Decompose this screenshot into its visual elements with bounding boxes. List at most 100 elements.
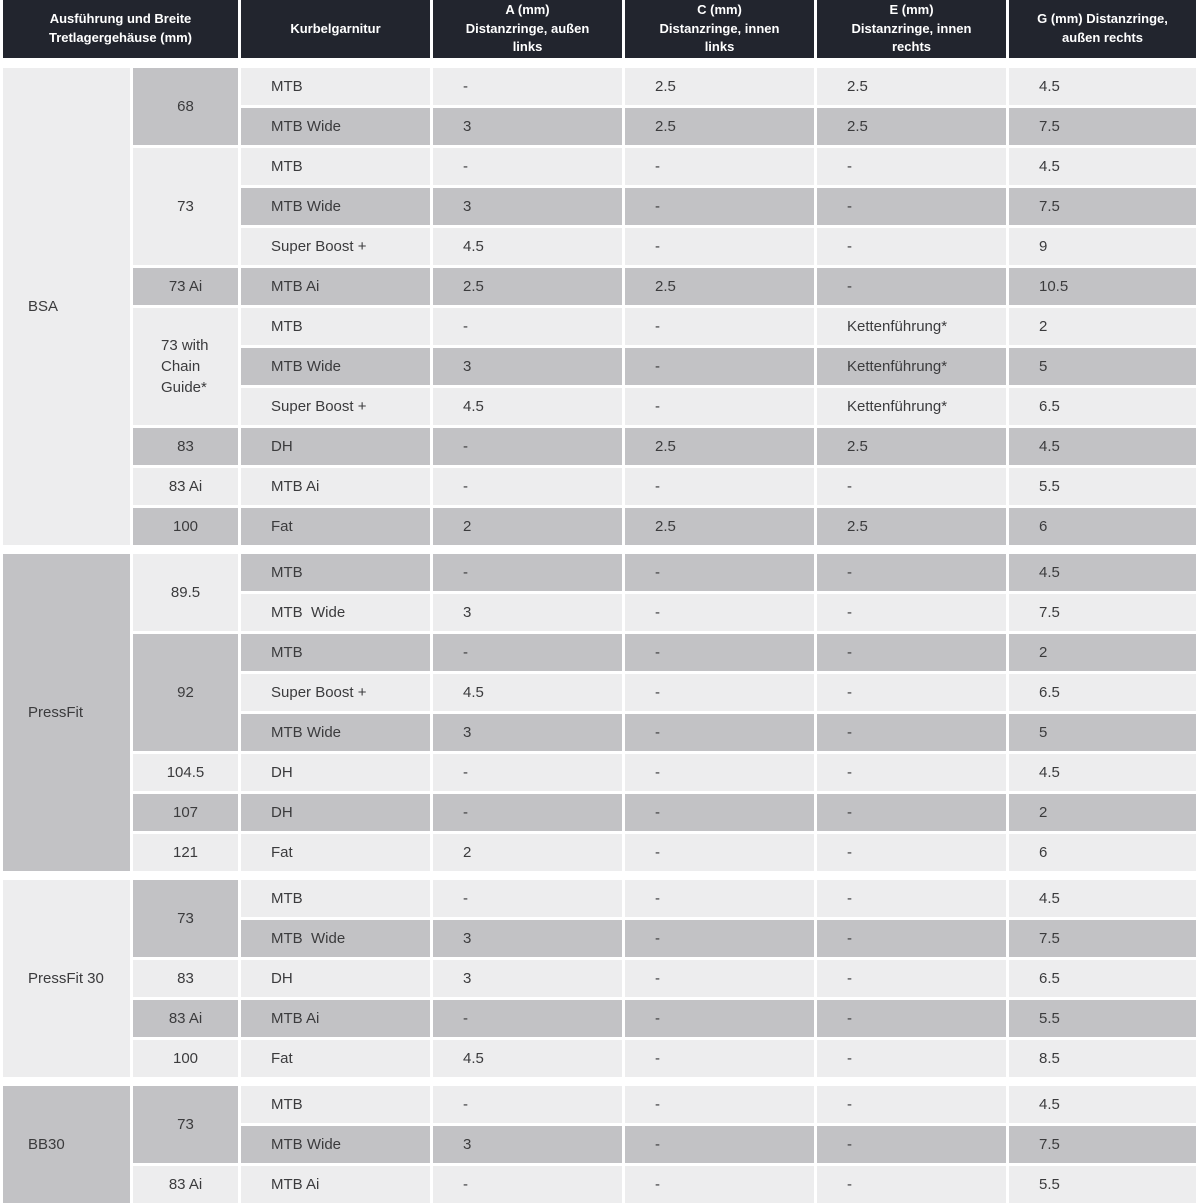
value-g: 6.5 <box>1009 674 1196 711</box>
value-a: - <box>433 1166 622 1203</box>
group-label: PressFit <box>3 554 130 871</box>
width-cell: 73 <box>133 880 238 957</box>
value-e: 2.5 <box>817 108 1006 145</box>
value-g: 7.5 <box>1009 920 1196 957</box>
crank-cell: MTB Wide <box>241 1126 430 1163</box>
value-a: 3 <box>433 108 622 145</box>
value-a: 4.5 <box>433 674 622 711</box>
value-e: - <box>817 634 1006 671</box>
value-c: - <box>625 794 814 831</box>
value-c: - <box>625 388 814 425</box>
value-e: Kettenführung* <box>817 348 1006 385</box>
value-e: - <box>817 920 1006 957</box>
crank-cell: MTB Wide <box>241 920 430 957</box>
value-a: 2.5 <box>433 268 622 305</box>
section-bb30: BB30 73 MTB - - -4.5 MTB Wide 3- -7.5 83 Ai MTB Ai… <box>3 1086 1200 1203</box>
header-spacer-c: C (mm) Distanzringe, innen links <box>625 0 814 58</box>
crank-cell: Fat <box>241 834 430 871</box>
width-cell: 73 <box>133 148 238 265</box>
width-cell: 89.5 <box>133 554 238 631</box>
group-label: BSA <box>3 68 130 545</box>
value-g: 4.5 <box>1009 754 1196 791</box>
value-c: - <box>625 714 814 751</box>
crank-cell: Fat <box>241 1040 430 1077</box>
header-spacer-a: A (mm) Distanzringe, außen links <box>433 0 622 58</box>
value-a: 3 <box>433 188 622 225</box>
value-a: - <box>433 634 622 671</box>
value-a: - <box>433 880 622 917</box>
value-a: 3 <box>433 594 622 631</box>
value-g: 7.5 <box>1009 108 1196 145</box>
value-e: - <box>817 1040 1006 1077</box>
value-c: - <box>625 674 814 711</box>
value-e: - <box>817 834 1006 871</box>
crank-cell: MTB <box>241 554 430 591</box>
value-c: - <box>625 308 814 345</box>
width-cell: 104.5 <box>133 754 238 791</box>
value-a: 3 <box>433 714 622 751</box>
value-a: 4.5 <box>433 228 622 265</box>
value-e: - <box>817 1000 1006 1037</box>
value-g: 7.5 <box>1009 1126 1196 1163</box>
width-cell: 73 <box>133 1086 238 1163</box>
width-cell: 73 with Chain Guide* <box>133 308 238 425</box>
crank-cell: MTB Ai <box>241 1166 430 1203</box>
value-e: - <box>817 594 1006 631</box>
section-bsa: BSA 68 MTB -2.5 2.5 4.5 MTB Wide 3 2.5 2.5 7.5 73 MT… <box>3 68 1200 545</box>
crank-cell: MTB Wide <box>241 714 430 751</box>
value-c: - <box>625 754 814 791</box>
table-body: BSA 68 MTB -2.5 2.5 4.5 MTB Wide 3 2.5 2.5 7.5 73 MT… <box>3 68 1200 1203</box>
crank-cell: MTB Ai <box>241 268 430 305</box>
width-cell: 92 <box>133 634 238 751</box>
value-c: - <box>625 468 814 505</box>
value-g: 9 <box>1009 228 1196 265</box>
value-e: - <box>817 554 1006 591</box>
value-c: 2.5 <box>625 508 814 545</box>
value-c: 2.5 <box>625 68 814 105</box>
crank-cell: Super Boost + <box>241 674 430 711</box>
width-cell: 83 Ai <box>133 1166 238 1203</box>
value-a: - <box>433 1086 622 1123</box>
value-a: 2 <box>433 834 622 871</box>
width-cell: 121 <box>133 834 238 871</box>
value-a: 3 <box>433 920 622 957</box>
value-e: - <box>817 960 1006 997</box>
value-g: 5 <box>1009 714 1196 751</box>
value-c: - <box>625 1126 814 1163</box>
value-g: 6 <box>1009 508 1196 545</box>
value-c: 2.5 <box>625 268 814 305</box>
value-c: - <box>625 634 814 671</box>
value-g: 5.5 <box>1009 1000 1196 1037</box>
value-e: - <box>817 1126 1006 1163</box>
value-e: 2.5 <box>817 68 1006 105</box>
value-a: 3 <box>433 960 622 997</box>
value-c: - <box>625 834 814 871</box>
section-pressfit: PressFit 89.5 MTB - - -4.5 MTB Wide 3- -7.5 92 MTB… <box>3 554 1200 871</box>
value-e: - <box>817 880 1006 917</box>
value-c: - <box>625 920 814 957</box>
crank-cell: MTB Wide <box>241 108 430 145</box>
header-spacer-e: E (mm) Distanzringe, innen rechts <box>817 0 1006 58</box>
value-g: 5 <box>1009 348 1196 385</box>
width-cell: 83 <box>133 428 238 465</box>
value-c: 2.5 <box>625 428 814 465</box>
value-g: 4.5 <box>1009 554 1196 591</box>
value-a: - <box>433 68 622 105</box>
value-g: 10.5 <box>1009 268 1196 305</box>
value-a: - <box>433 754 622 791</box>
crank-cell: DH <box>241 794 430 831</box>
value-c: - <box>625 1040 814 1077</box>
value-e: - <box>817 228 1006 265</box>
crank-cell: MTB <box>241 308 430 345</box>
crank-cell: Super Boost + <box>241 388 430 425</box>
width-cell: 83 Ai <box>133 1000 238 1037</box>
value-c: - <box>625 1086 814 1123</box>
crank-cell: MTB Wide <box>241 594 430 631</box>
value-c: - <box>625 148 814 185</box>
value-a: - <box>433 468 622 505</box>
width-cell: 68 <box>133 68 238 145</box>
value-c: 2.5 <box>625 108 814 145</box>
value-e: - <box>817 148 1006 185</box>
width-cell: 100 <box>133 508 238 545</box>
